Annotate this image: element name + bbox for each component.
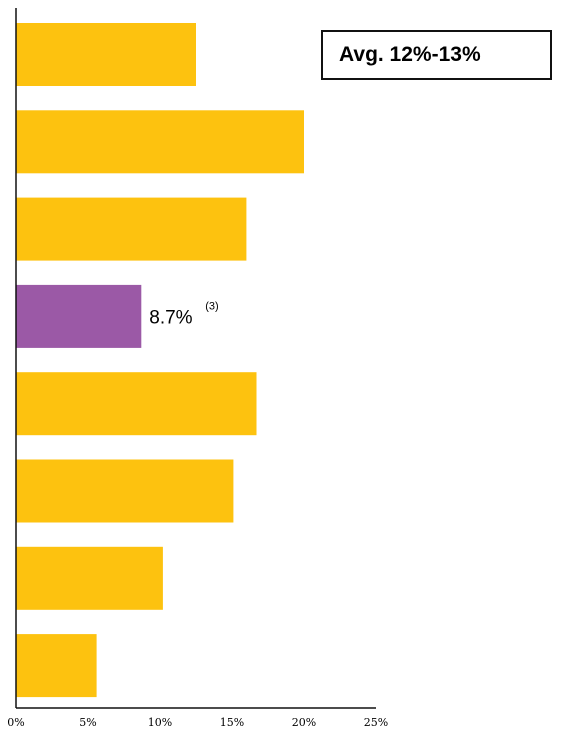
data-label: 8.7% (149, 307, 192, 328)
x-tick-label: 5% (79, 716, 96, 729)
bar-highlight (16, 284, 142, 348)
x-tick-label: 15% (220, 716, 244, 729)
data-label-footnote: (3) (205, 300, 218, 312)
average-callout: Avg. 12%-13% (321, 30, 552, 80)
x-tick-label: 20% (292, 716, 316, 729)
bar (16, 634, 97, 698)
x-tick-label: 25% (364, 716, 388, 729)
x-tick-label: 10% (148, 716, 172, 729)
average-callout-text: Avg. 12%-13% (339, 43, 481, 66)
bar (16, 110, 304, 174)
bar (16, 197, 247, 261)
x-tick-label: 0% (7, 716, 24, 729)
bar (16, 23, 196, 86)
bar (16, 372, 257, 436)
bar (16, 546, 163, 610)
bar (16, 459, 234, 523)
